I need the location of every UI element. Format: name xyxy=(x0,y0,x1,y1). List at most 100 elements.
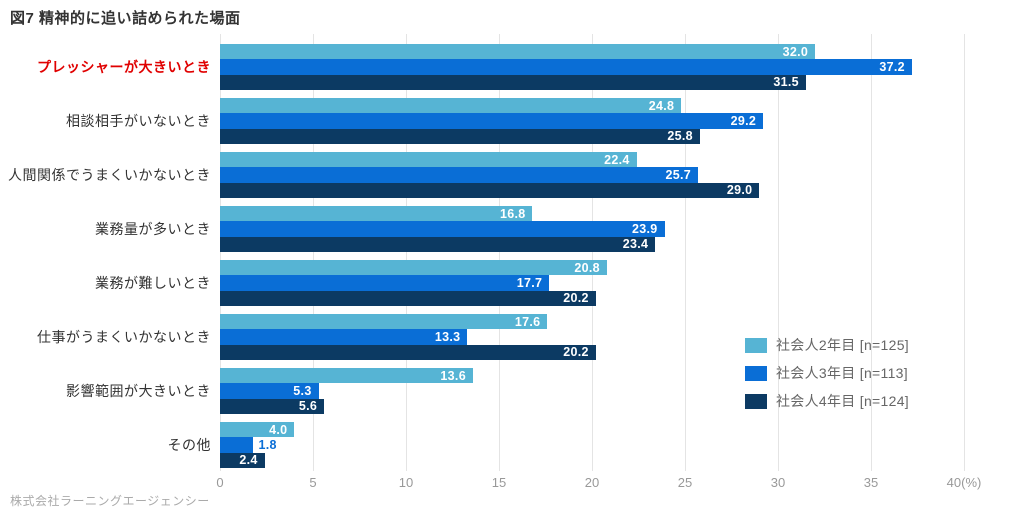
bar: 23.4 xyxy=(220,236,656,252)
bar-value-label: 29.2 xyxy=(730,113,757,128)
gridline-x-35 xyxy=(871,34,872,471)
chart-legend: 社会人2年目 [n=125] 社会人3年目 [n=113] 社会人4年目 [n=12… xyxy=(745,331,909,415)
bar-row: 20.2 xyxy=(220,290,964,306)
bar: 13.3 xyxy=(220,329,468,345)
bar-row: 5.3 xyxy=(220,383,964,399)
bar-value-label: 20.2 xyxy=(563,345,589,360)
legend-label: 社会人3年目 [n=113] xyxy=(776,365,908,381)
legend-label: 社会人4年目 [n=124] xyxy=(776,393,909,409)
gridline-x-10 xyxy=(406,34,407,471)
bar-value-label: 5.6 xyxy=(298,399,318,414)
bar-value-label: 2.4 xyxy=(239,453,258,468)
gridline-x-0 xyxy=(220,34,221,471)
gridline-x-20 xyxy=(592,34,593,471)
bar-value-label: 32.0 xyxy=(782,44,809,59)
bar-value-label: 13.6 xyxy=(440,368,466,383)
x-axis-tick-label: 10 xyxy=(398,475,414,490)
bar-value-label: 23.9 xyxy=(632,221,658,236)
bar-row: 32.0 xyxy=(220,44,964,60)
bar-group: 24.8 29.2 25.8 xyxy=(220,98,964,144)
bar-group: 16.8 23.9 23.4 xyxy=(220,206,964,252)
x-axis-tick-label: 25 xyxy=(677,475,693,490)
bar: 37.2 xyxy=(220,59,912,75)
bar: 4.0 xyxy=(220,422,295,438)
bar-row: 29.0 xyxy=(220,182,964,198)
category-label: 人間関係でうまくいかないとき xyxy=(8,167,211,183)
x-axis-tick-label: 35 xyxy=(863,475,879,490)
bar: 25.7 xyxy=(220,167,699,183)
bar-value-label: 17.6 xyxy=(514,314,541,329)
bar-value-label: 13.3 xyxy=(434,329,461,344)
bar-value-label: 25.7 xyxy=(665,167,692,182)
bar-group: 13.6 5.3 5.6 xyxy=(220,368,964,414)
legend-label: 社会人2年目 [n=125] xyxy=(776,337,909,353)
gridline-x-40 xyxy=(964,34,965,471)
chart-title: 図7 精神的に追い詰められた場面 xyxy=(10,10,241,27)
legend-swatch xyxy=(745,337,767,353)
bar-row: 13.6 xyxy=(220,368,964,384)
bar-row: 4.0 xyxy=(220,422,964,438)
bar-row: 29.2 xyxy=(220,113,964,129)
bar: 17.6 xyxy=(220,314,548,330)
bar-value-label: 29.0 xyxy=(726,183,753,198)
bar-group: 4.0 1.8 2.4 xyxy=(220,422,964,468)
category-label: 業務が難しいとき xyxy=(95,275,211,291)
legend-swatch xyxy=(745,393,767,409)
legend-item: 社会人2年目 [n=125] xyxy=(745,331,909,359)
bar-row: 24.8 xyxy=(220,98,964,114)
category-label: 相談相手がいないとき xyxy=(66,113,211,129)
bar-row: 23.4 xyxy=(220,236,964,252)
bar: 23.9 xyxy=(220,221,665,237)
bar-row: 20.2 xyxy=(220,344,964,360)
bar-row: 16.8 xyxy=(220,206,964,222)
bar-row: 13.3 xyxy=(220,329,964,345)
category-label: プレッシャーが大きいとき xyxy=(37,59,211,75)
bar-row: 31.5 xyxy=(220,74,964,90)
x-axis-tick-label: 5 xyxy=(309,475,317,490)
category-label: 業務量が多いとき xyxy=(95,221,211,237)
bar-row: 25.7 xyxy=(220,167,964,183)
bar: 16.8 xyxy=(220,206,533,222)
bar-group: 22.4 25.7 29.0 xyxy=(220,152,964,198)
bar: 20.8 xyxy=(220,260,607,276)
bar-value-label: 4.0 xyxy=(269,422,288,437)
bar: 29.2 xyxy=(220,113,764,129)
bar-value-label: 16.8 xyxy=(499,206,526,221)
bar-value-label: 20.2 xyxy=(563,291,589,306)
bar-row: 37.2 xyxy=(220,59,964,75)
gridline-x-15 xyxy=(499,34,500,471)
x-axis-tick-label: 40(%) xyxy=(946,475,982,490)
category-label: 影響範囲が大きいとき xyxy=(66,383,211,399)
bar: 32.0 xyxy=(220,44,816,60)
bar-group: 17.6 13.3 20.2 xyxy=(220,314,964,360)
bar-row: 5.6 xyxy=(220,398,964,414)
x-axis-tick-label: 0 xyxy=(216,475,224,490)
bar: 2.4 xyxy=(220,452,265,468)
bar-value-label: 37.2 xyxy=(879,59,905,74)
bar: 24.8 xyxy=(220,98,682,114)
bar xyxy=(220,437,254,453)
legend-item: 社会人4年目 [n=124] xyxy=(745,387,909,415)
bar: 20.2 xyxy=(220,344,596,360)
bar-group: 32.0 37.2 31.5 xyxy=(220,44,964,90)
bar-value-label: 24.8 xyxy=(648,98,675,113)
category-label: その他 xyxy=(167,437,211,453)
bar-row: 25.8 xyxy=(220,128,964,144)
bar-row: 1.8 xyxy=(220,437,964,453)
bar-value-label: 22.4 xyxy=(604,152,630,167)
legend-item: 社会人3年目 [n=113] xyxy=(745,359,909,387)
bar-row: 23.9 xyxy=(220,221,964,237)
bar-row: 17.7 xyxy=(220,275,964,291)
bar-value-label: 5.3 xyxy=(293,383,312,398)
bar-row: 22.4 xyxy=(220,152,964,168)
bar: 25.8 xyxy=(220,128,700,144)
bar: 31.5 xyxy=(220,74,806,90)
gridline-x-30 xyxy=(778,34,779,471)
bar-row: 2.4 xyxy=(220,452,964,468)
bar-group: 20.8 17.7 20.2 xyxy=(220,260,964,306)
gridline-x-5 xyxy=(313,34,314,471)
x-axis-tick-label: 15 xyxy=(491,475,507,490)
bar-value-label: 1.8 xyxy=(258,437,277,452)
